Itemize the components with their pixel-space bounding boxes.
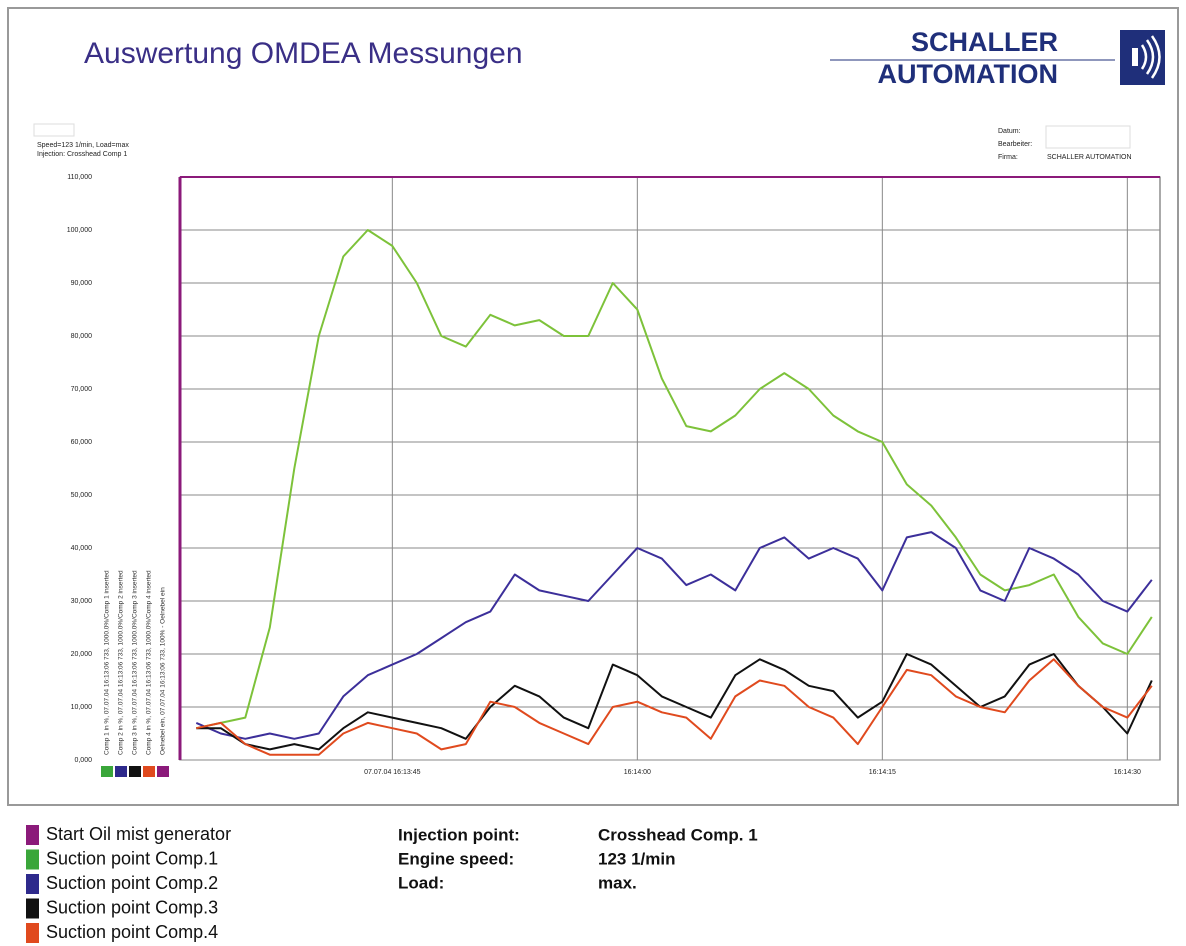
series-swatch — [143, 766, 155, 777]
logo-text: AUTOMATION — [878, 59, 1058, 89]
y-tick-label: 40,000 — [71, 545, 93, 552]
series-swatch — [129, 766, 141, 777]
y-tick-label: 10,000 — [71, 704, 93, 711]
y-tick-label: 30,000 — [71, 598, 93, 605]
y-tick-label: 70,000 — [71, 386, 93, 393]
series-swatch — [101, 766, 113, 777]
info-label: Datum: — [998, 128, 1021, 135]
detail-label: Injection point: — [398, 825, 520, 844]
y-tick-label: 60,000 — [71, 439, 93, 446]
series-swatch — [157, 766, 169, 777]
detail-value: 123 1/min — [598, 849, 676, 868]
series-line — [195, 531, 1153, 740]
legend-label: Suction point Comp.1 — [46, 848, 218, 868]
logo-text: SCHALLER — [911, 27, 1058, 57]
info-text: Speed=123 1/min, Load=max — [37, 142, 129, 149]
blank-field — [1045, 125, 1131, 149]
y-tick-label: 110,000 — [67, 174, 92, 181]
info-label: Firma: — [998, 154, 1018, 161]
legend-swatch — [26, 849, 39, 870]
detail-value: Crosshead Comp. 1 — [598, 825, 758, 844]
info-label: Bearbeiter: — [998, 141, 1032, 148]
series-line — [196, 658, 1153, 756]
y-tick-label: 50,000 — [71, 492, 93, 499]
y-tick-label: 20,000 — [71, 651, 93, 658]
blank-field — [33, 123, 75, 137]
x-tick-label: 16:14:15 — [869, 769, 896, 776]
x-tick-label: 16:14:30 — [1114, 769, 1141, 776]
x-tick-label: 16:14:00 — [624, 769, 651, 776]
plot-area — [179, 176, 1161, 761]
legend-label: Suction point Comp.3 — [46, 897, 218, 917]
legend-swatch — [26, 923, 39, 943]
detail-label: Engine speed: — [398, 849, 514, 868]
series-note: Comp 1 in %, 07.07.04 16:13:06 733, 1000… — [104, 570, 111, 755]
info-value: SCHALLER AUTOMATION — [1047, 154, 1132, 161]
y-tick-label: 100,000 — [67, 227, 92, 234]
series-note: Comp 2 in %, 07.07.04 16:13:06 733, 1000… — [118, 570, 125, 755]
title: Auswertung OMDEA Messungen — [84, 37, 523, 70]
legend-label: Suction point Comp.2 — [46, 873, 218, 893]
series-swatch — [115, 766, 127, 777]
legend-swatch — [26, 825, 39, 845]
y-tick-label: 90,000 — [71, 280, 93, 287]
series-note: Oelnebel ein, 07.07.04 16:13:06 733, 100… — [160, 587, 167, 755]
legend-label: Start Oil mist generator — [46, 824, 231, 844]
series-note: Comp 4 in %, 07.07.04 16:13:06 733, 1000… — [146, 570, 153, 755]
x-tick-label: 07.07.04 16:13:45 — [364, 769, 421, 776]
legend-label: Suction point Comp.4 — [46, 922, 218, 942]
info-text: Injection: Crosshead Comp 1 — [37, 151, 127, 158]
detail-value: max. — [598, 873, 637, 892]
y-tick-label: 0,000 — [74, 757, 92, 764]
detail-label: Load: — [398, 873, 444, 892]
lower-section: Start Oil mist generator Suction point Co… — [26, 824, 758, 943]
legend-swatch — [26, 874, 39, 894]
series-line — [196, 653, 1153, 751]
series-line — [196, 229, 1153, 730]
legend-swatch — [26, 898, 39, 919]
logo-icon — [1120, 30, 1165, 85]
plot: 0,000 10,000 20,000 30,000 40,000 50,000 60,00… — [67, 174, 1161, 777]
y-tick-label: 80,000 — [71, 333, 93, 340]
series-note: Comp 3 in %, 07.07.04 16:13:06 733, 1000… — [132, 570, 139, 755]
